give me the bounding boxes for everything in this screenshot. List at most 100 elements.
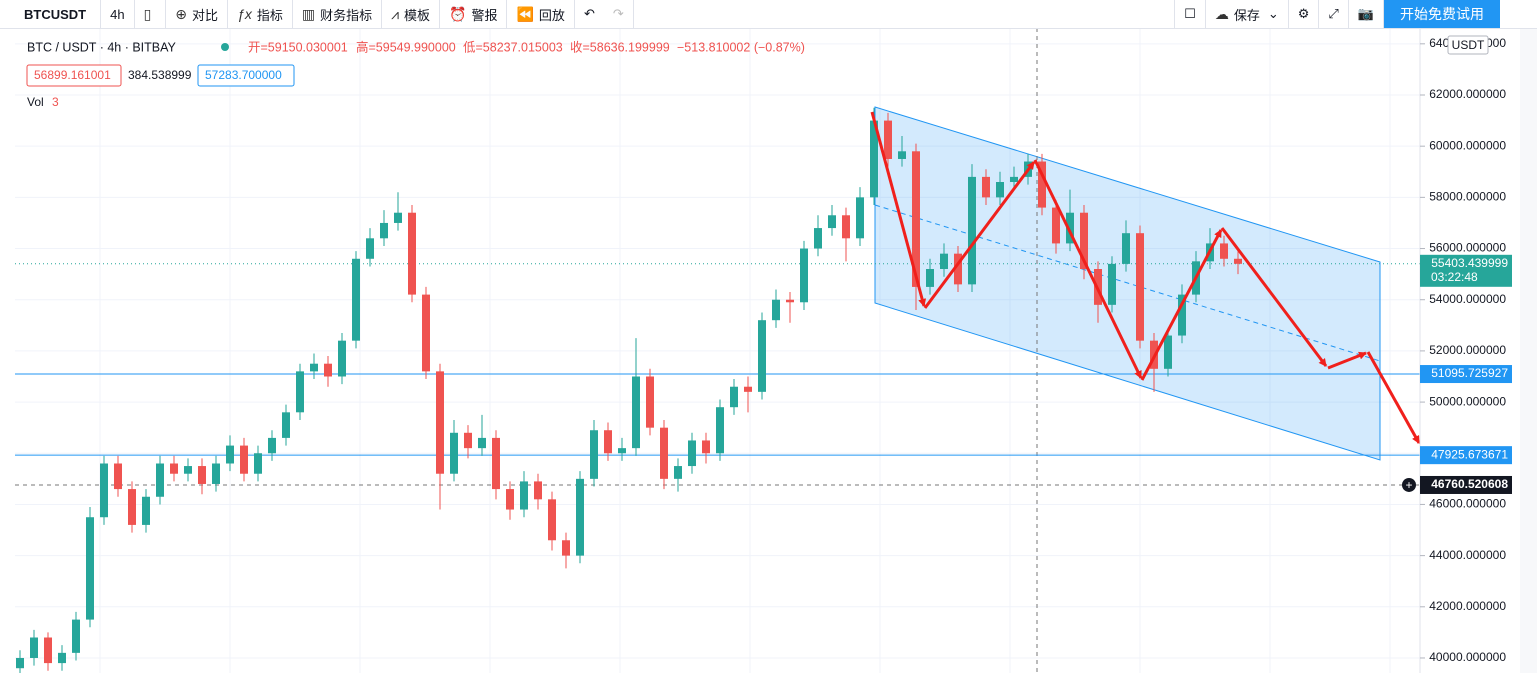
- redo[interactable]: ↷: [604, 0, 634, 28]
- currency-badge: [1447, 35, 1489, 55]
- snapshot[interactable]: 📷: [1349, 0, 1384, 28]
- candle-body: [1164, 335, 1172, 369]
- candle-body: [660, 427, 668, 479]
- y-tick-label: 44000.000000: [1429, 548, 1506, 562]
- candle-body: [114, 463, 122, 490]
- candle-body: [86, 517, 94, 620]
- candle-body: [912, 151, 920, 287]
- candle-body: [772, 299, 780, 321]
- bid-box: [26, 64, 122, 87]
- save[interactable]: ☁ 保存 ⌄: [1206, 0, 1289, 28]
- trial-button[interactable]: 开始免费试用: [1384, 0, 1500, 28]
- arrow: [923, 161, 1036, 309]
- candle-body: [828, 215, 836, 229]
- y-tick-label: 62000.000000: [1429, 87, 1506, 101]
- indicators[interactable]: ƒx 指标: [228, 0, 293, 28]
- candle-body: [786, 299, 794, 303]
- candle-body: [1038, 161, 1046, 208]
- countdown: 03:22:48: [1431, 270, 1478, 284]
- label: 回放: [538, 7, 565, 23]
- candle-body: [1108, 263, 1116, 305]
- label: 模板: [404, 7, 431, 23]
- candle-body: [170, 463, 178, 474]
- label: 财务指标: [320, 7, 373, 23]
- current-price-label: 55403.439999: [1431, 256, 1508, 270]
- y-tick-label: 50000.000000: [1429, 394, 1506, 408]
- candle-body: [758, 320, 766, 392]
- candle-body: [16, 657, 24, 669]
- side-strip: [1520, 28, 1537, 673]
- candle-body: [156, 463, 164, 497]
- arrows: [870, 111, 1421, 444]
- candle-body: [296, 371, 304, 413]
- candle-body: [436, 371, 444, 474]
- candle-body: [548, 499, 556, 541]
- current-price-badge: [1420, 254, 1512, 287]
- y-tick-label: 52000.000000: [1429, 343, 1506, 357]
- undo[interactable]: ↶: [583, 6, 595, 21]
- candle-body: [1136, 233, 1144, 341]
- y-tick-label: 42000.000000: [1429, 599, 1506, 613]
- chart-style[interactable]: ▯: [135, 0, 167, 28]
- candle-body: [100, 463, 108, 518]
- arrow: [1033, 159, 1143, 379]
- toolbar: BTCUSDT 4h ▯ ⊕ 对比 ƒx 指标 ▥ 财务指标 ⩘ 模板 ⏰ 警报 ⏪ 回放 …: [0, 0, 1537, 29]
- candle-body: [352, 258, 360, 341]
- volume-label: Vol: [27, 95, 44, 109]
- candle-body: [408, 212, 416, 295]
- settings[interactable]: ⚙: [1289, 0, 1320, 28]
- symbol[interactable]: BTCUSDT: [0, 0, 102, 28]
- label: 保存: [1233, 7, 1260, 23]
- channel-midline: [874, 204, 1381, 362]
- icon: ▥: [301, 5, 316, 22]
- candle-body: [394, 212, 402, 223]
- candle-body: [380, 222, 388, 239]
- legend-change: −513.810002 (−0.87%): [677, 40, 805, 54]
- icon: ƒx: [237, 6, 252, 22]
- interval[interactable]: 4h: [101, 0, 135, 28]
- candle-body: [30, 637, 38, 658]
- y-tick-label: 46000.000000: [1429, 497, 1506, 511]
- replay[interactable]: ⏪ 回放: [507, 0, 575, 28]
- financials[interactable]: ▥ 财务指标: [293, 0, 383, 28]
- label: 指标: [256, 7, 283, 23]
- candle-body: [632, 376, 640, 449]
- candle-body: [968, 176, 976, 285]
- candle-body: [44, 637, 52, 664]
- legend-low: 低=58237.015003: [463, 40, 563, 54]
- price-lines: [15, 263, 1420, 486]
- candle-body: [520, 481, 528, 510]
- price-axis-bg: [1420, 28, 1520, 673]
- ask-box: [197, 64, 295, 87]
- arrow: [870, 111, 927, 307]
- candle-body: [226, 445, 234, 464]
- arrow: [1220, 227, 1328, 367]
- ask: 57283.700000: [205, 68, 282, 82]
- candle-body: [1178, 294, 1186, 336]
- icon: ⩘: [391, 5, 400, 22]
- price-badges: 51095.725927 47925.673671 + 46760.520608 554…: [1402, 254, 1512, 494]
- legend-open: 开=59150.030001: [248, 40, 348, 54]
- spread: 384.538999: [128, 68, 192, 82]
- candle-body: [478, 437, 486, 449]
- candle-body: [422, 294, 430, 372]
- candle-body: [464, 432, 472, 449]
- candle-body: [324, 363, 332, 377]
- y-tick-label: 40000.000000: [1429, 650, 1506, 664]
- candle-body: [800, 248, 808, 303]
- y-tick-label: 58000.000000: [1429, 190, 1506, 204]
- candle-body: [562, 540, 570, 556]
- price-badge: [1420, 446, 1512, 465]
- icon: ⊕: [175, 5, 188, 22]
- candle-body: [618, 448, 626, 454]
- templates[interactable]: ⩘ 模板: [382, 0, 441, 28]
- compare[interactable]: ⊕ 对比: [166, 0, 229, 28]
- crosshair-plus-sign: +: [1405, 478, 1412, 492]
- bid: 56899.161001: [34, 68, 111, 82]
- fullscreen[interactable]: ⤢: [1319, 0, 1349, 28]
- candle-body: [940, 253, 948, 270]
- layout[interactable]: ☐: [1174, 0, 1206, 28]
- candle-body: [310, 363, 318, 372]
- alerts[interactable]: ⏰ 警报: [440, 0, 508, 28]
